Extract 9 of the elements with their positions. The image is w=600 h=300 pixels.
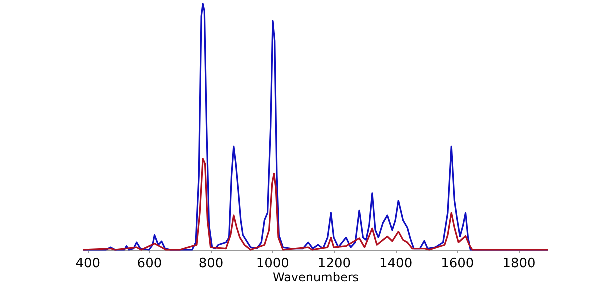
x-tick-label: 800 <box>198 256 224 272</box>
x-tick-label: 1000 <box>256 256 290 272</box>
x-tick-label: 400 <box>76 256 101 272</box>
x-tick-label: 1600 <box>441 256 474 272</box>
x-tick-label: 600 <box>137 256 162 272</box>
x-axis-title: Wavenumbers <box>272 270 360 284</box>
x-tick-label: 1400 <box>380 256 413 272</box>
x-tick-label: 1200 <box>318 256 352 272</box>
x-tick-label: 1800 <box>502 256 536 272</box>
